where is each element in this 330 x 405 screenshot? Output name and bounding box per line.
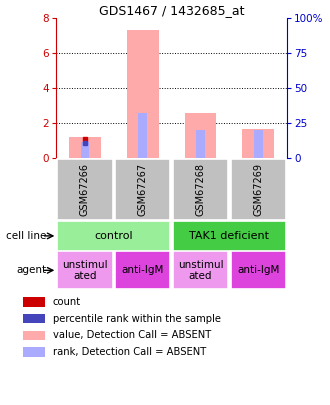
Bar	[254, 130, 263, 158]
Bar	[23, 347, 45, 357]
Bar	[115, 159, 171, 220]
Bar	[57, 252, 113, 289]
Text: GSM67268: GSM67268	[195, 163, 206, 216]
Bar	[173, 221, 286, 251]
Text: anti-IgM: anti-IgM	[121, 265, 164, 275]
Text: GSM67266: GSM67266	[80, 163, 90, 216]
Text: unstimul
ated: unstimul ated	[62, 260, 108, 281]
Bar	[127, 30, 159, 158]
Bar	[231, 159, 286, 220]
Text: percentile rank within the sample: percentile rank within the sample	[53, 314, 221, 324]
Bar	[57, 159, 113, 220]
Bar	[23, 297, 45, 307]
Text: unstimul
ated: unstimul ated	[178, 260, 223, 281]
Bar	[81, 142, 89, 158]
Title: GDS1467 / 1432685_at: GDS1467 / 1432685_at	[99, 4, 244, 17]
Text: TAK1 deficient: TAK1 deficient	[189, 231, 269, 241]
Bar	[173, 159, 228, 220]
Text: value, Detection Call = ABSENT: value, Detection Call = ABSENT	[53, 330, 211, 340]
Bar	[196, 130, 205, 158]
Bar	[23, 314, 45, 323]
Text: anti-IgM: anti-IgM	[237, 265, 280, 275]
Text: rank, Detection Call = ABSENT: rank, Detection Call = ABSENT	[53, 347, 206, 357]
Bar	[115, 252, 171, 289]
Bar	[173, 252, 228, 289]
Bar	[231, 252, 286, 289]
Text: count: count	[53, 297, 81, 307]
Text: GSM67267: GSM67267	[138, 163, 148, 216]
Bar	[23, 331, 45, 340]
Bar	[242, 129, 274, 158]
Bar	[138, 113, 147, 158]
Text: GSM67269: GSM67269	[253, 163, 263, 216]
Text: agent: agent	[16, 265, 46, 275]
Text: cell line: cell line	[6, 231, 46, 241]
Bar	[57, 221, 171, 251]
Text: control: control	[94, 231, 133, 241]
Bar	[69, 137, 101, 158]
Bar	[184, 113, 216, 158]
